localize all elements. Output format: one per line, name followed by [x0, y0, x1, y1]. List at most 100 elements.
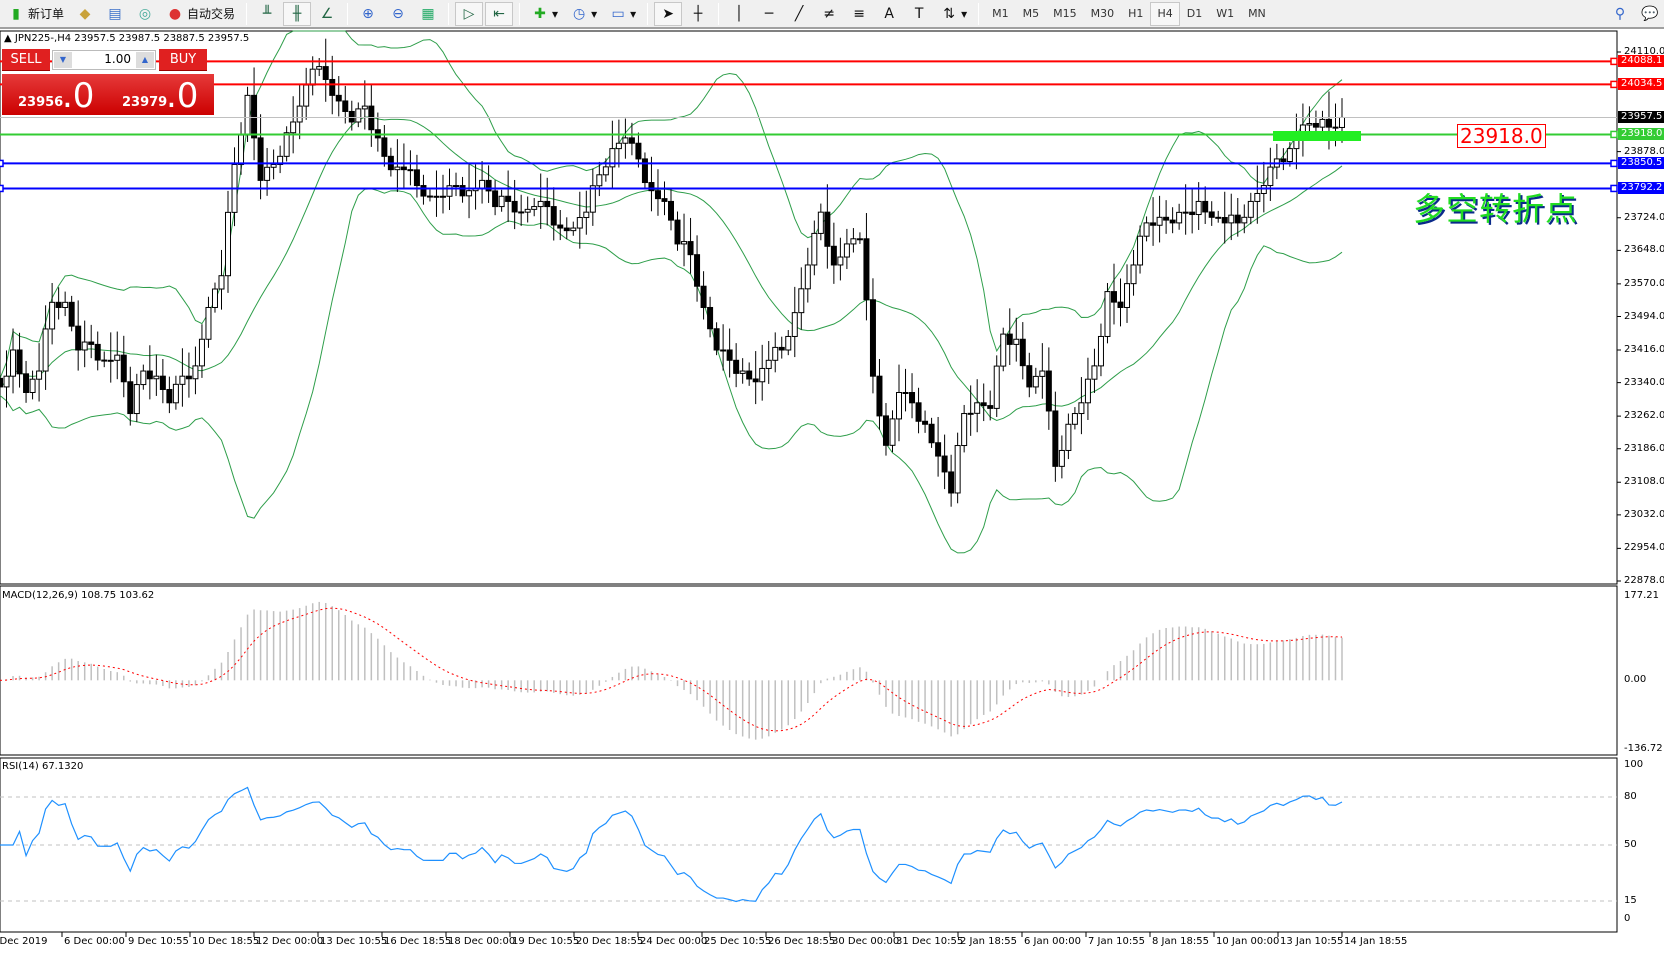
- candle: [700, 271, 707, 320]
- candlestick-button[interactable]: ╫: [283, 1, 312, 26]
- buy-price-button[interactable]: 23979.0: [106, 74, 214, 115]
- price-axis-label: 22954.0: [1624, 542, 1664, 554]
- candle: [668, 188, 674, 231]
- candle: [811, 220, 818, 276]
- date-axis-label: 26 Dec 18:55: [768, 936, 836, 947]
- candle-body: [400, 166, 407, 171]
- date-axis-label: 13 Jan 10:55: [1280, 936, 1344, 947]
- candle-body: [537, 200, 544, 208]
- timeframe-h4[interactable]: H4: [1150, 1, 1180, 26]
- candle: [257, 114, 264, 200]
- timeframe-w1[interactable]: W1: [1216, 7, 1235, 20]
- candle-body: [961, 413, 968, 447]
- price-text-label[interactable]: 23918.0: [1457, 124, 1546, 148]
- fibonacci-button[interactable]: ≡: [845, 2, 873, 26]
- candle-body: [355, 108, 362, 123]
- candle: [1019, 322, 1026, 380]
- buy-button[interactable]: BUY: [159, 49, 207, 71]
- candle: [296, 84, 303, 140]
- sell-price-button[interactable]: 23956.0: [2, 74, 110, 115]
- candle-body: [752, 378, 759, 383]
- timeframe-m5[interactable]: M5: [1022, 7, 1040, 20]
- signals-button[interactable]: ◎: [131, 2, 159, 26]
- candle-body: [81, 341, 88, 351]
- timeframe-m30[interactable]: M30: [1090, 7, 1115, 20]
- candle: [1097, 323, 1104, 377]
- chat-button[interactable]: 💬: [1636, 2, 1664, 26]
- candle: [1293, 113, 1300, 170]
- text-button[interactable]: A: [875, 2, 903, 26]
- candle: [94, 331, 101, 371]
- candle: [1202, 186, 1209, 224]
- candle: [1039, 343, 1046, 399]
- line-handle: [1610, 159, 1618, 168]
- candle-body: [1000, 333, 1007, 367]
- candle-body: [713, 328, 720, 351]
- horizontal-line-button[interactable]: ─: [755, 2, 783, 26]
- arrows-button[interactable]: ⇅ ▾: [935, 2, 972, 26]
- volume-input[interactable]: 1.00: [104, 52, 131, 66]
- periods-button[interactable]: ◷ ▾: [565, 2, 602, 26]
- candle-body: [928, 423, 935, 444]
- auto-trading-button[interactable]: ● 自动交易: [161, 2, 240, 26]
- text-label-button[interactable]: T: [905, 2, 933, 26]
- candle-body: [974, 402, 981, 414]
- timeframe-h1[interactable]: H1: [1128, 7, 1144, 20]
- candle-body: [628, 137, 635, 144]
- candle: [1032, 367, 1039, 394]
- candle: [615, 119, 622, 168]
- new-order-button[interactable]: ▮ 新订单: [2, 2, 69, 26]
- sell-button[interactable]: SELL: [2, 49, 50, 71]
- candle: [1130, 249, 1137, 296]
- templates-button[interactable]: ▭ ▾: [604, 2, 641, 26]
- candle-body: [570, 227, 577, 232]
- chart-shift-button[interactable]: ⇤: [485, 1, 514, 26]
- vertical-line-button[interactable]: │: [725, 2, 753, 26]
- date-axis-label: 12 Dec 00:00: [256, 936, 324, 947]
- candle: [426, 189, 433, 202]
- tile-windows-button[interactable]: ▦: [414, 2, 442, 26]
- volume-stepper[interactable]: ▼ 1.00 ▲: [52, 50, 156, 70]
- indicators-button[interactable]: ✚ ▾: [526, 2, 563, 26]
- auto-scroll-button[interactable]: ▷: [455, 1, 484, 26]
- candle: [876, 359, 883, 430]
- equidistant-channel-button[interactable]: ≠: [815, 2, 843, 26]
- terminal-button[interactable]: ▤: [101, 2, 129, 26]
- date-axis-label: 13 Dec 10:55: [320, 936, 388, 947]
- cursor-button[interactable]: ➤: [654, 1, 683, 26]
- volume-down-button[interactable]: ▼: [54, 52, 72, 68]
- navigator-button[interactable]: ◆: [71, 2, 99, 26]
- crosshair-button[interactable]: ┼: [684, 2, 712, 26]
- candle-body: [479, 179, 486, 189]
- candle-body: [791, 312, 798, 337]
- candle-body: [1071, 413, 1078, 425]
- volume-up-button[interactable]: ▲: [136, 52, 154, 68]
- candle-body: [707, 306, 714, 330]
- annotation-text[interactable]: 多空转折点: [1413, 190, 1579, 228]
- candle-body: [1286, 148, 1293, 162]
- price-tag: 23957.5: [1618, 111, 1664, 124]
- timeframe-mn[interactable]: MN: [1248, 7, 1266, 20]
- candle-body: [922, 420, 929, 425]
- candle-body: [993, 365, 1000, 409]
- timeframe-d1[interactable]: D1: [1186, 7, 1203, 20]
- candle: [400, 143, 407, 189]
- zoom-out-button[interactable]: ⊖: [384, 2, 412, 26]
- candle-body: [804, 264, 811, 290]
- timeframe-m1[interactable]: M1: [992, 7, 1009, 20]
- zoom-in-button[interactable]: ⊕: [354, 2, 382, 26]
- candle: [557, 210, 564, 241]
- zoom-in-icon: ⊕: [362, 5, 374, 22]
- candle-body: [1195, 200, 1202, 216]
- candle-body: [1234, 214, 1241, 224]
- candle: [49, 283, 56, 345]
- candle-body: [381, 137, 388, 157]
- timeframe-m15[interactable]: M15: [1053, 7, 1077, 20]
- trendline-button[interactable]: ╱: [785, 2, 813, 26]
- bar-chart-button[interactable]: ╨: [253, 2, 281, 26]
- line-chart-button[interactable]: ∠: [313, 2, 341, 26]
- search-button[interactable]: ⚲: [1606, 2, 1634, 26]
- candle-body: [954, 445, 961, 494]
- candle: [413, 154, 420, 198]
